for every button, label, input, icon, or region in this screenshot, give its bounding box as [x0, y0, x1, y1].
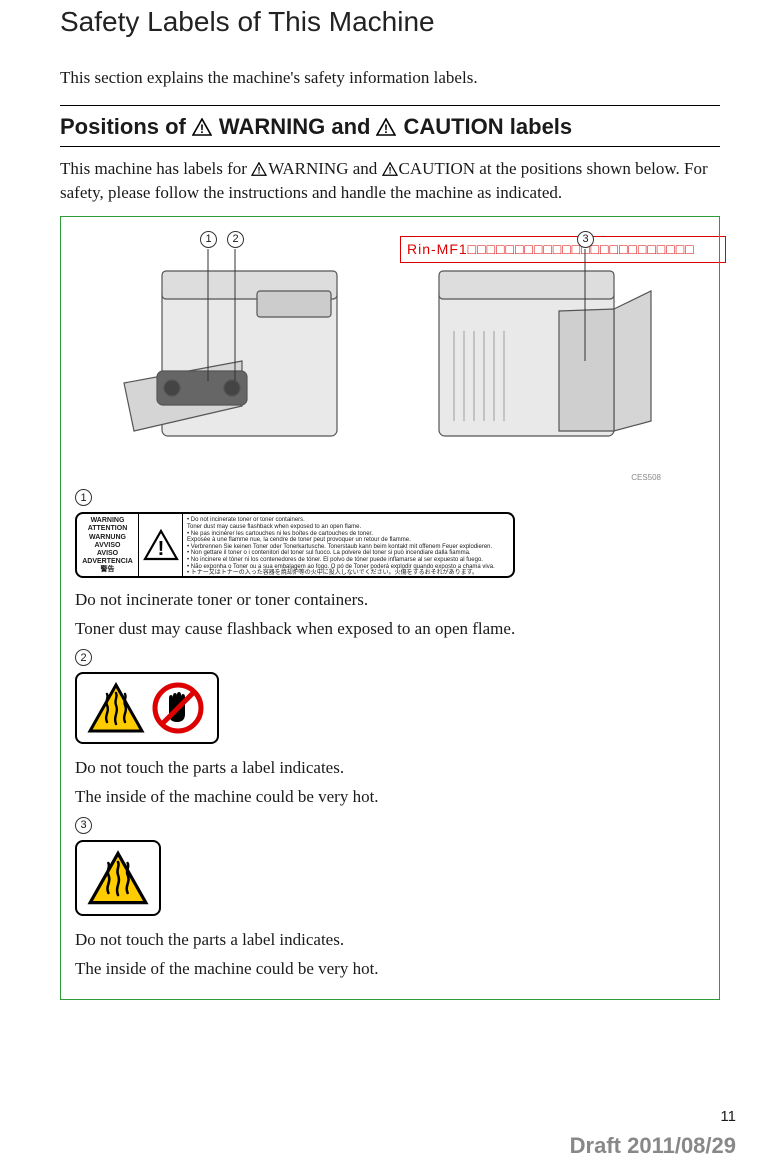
- label-3-text-a: Do not touch the parts a label indicates…: [75, 928, 701, 953]
- svg-text:!: !: [258, 165, 261, 175]
- callout-3: 3: [577, 231, 594, 248]
- label-3-text-b: The inside of the machine could be very …: [75, 957, 701, 982]
- green-content-frame: 1 2: [60, 216, 720, 1000]
- svg-text:!: !: [384, 122, 388, 136]
- figure-row: 1 2: [75, 231, 701, 471]
- figure-code: CES508: [75, 473, 661, 482]
- printer-front-icon: [102, 231, 377, 471]
- svg-text:!: !: [388, 165, 391, 175]
- label-1-text-b: Toner dust may cause flashback when expo…: [75, 617, 701, 642]
- warning-triangle-icon: !: [192, 118, 212, 136]
- label-2-number: 2: [75, 649, 92, 666]
- no-touch-icon: [149, 682, 207, 734]
- callout-1: 1: [200, 231, 217, 248]
- warning-sticker-1-text: • Do not incinerate toner or toner conta…: [183, 514, 513, 576]
- draft-stamp: Draft 2011/08/29: [570, 1133, 736, 1159]
- printer-rear-icon: [399, 231, 674, 471]
- section-body: This machine has labels for ! WARNING an…: [60, 157, 720, 206]
- printer-rear-figure: 3: [399, 231, 674, 471]
- page-title: Safety Labels of This Machine: [60, 6, 720, 38]
- section-heading-bar: Positions of ! WARNING and ! CAUTION lab…: [60, 105, 720, 147]
- warning-triangle-icon: !: [251, 162, 267, 176]
- warning-sticker-1: WARNING ATTENTION WARNUNG AVVISO AVISO A…: [75, 512, 515, 578]
- hot-surface-icon: [87, 682, 145, 734]
- label-2-text-b: The inside of the machine could be very …: [75, 785, 701, 810]
- section-heading: Positions of ! WARNING and ! CAUTION lab…: [60, 114, 720, 140]
- callout-2: 2: [227, 231, 244, 248]
- warning-sticker-3: [75, 840, 161, 916]
- warning-sticker-1-langs: WARNING ATTENTION WARNUNG AVVISO AVISO A…: [77, 514, 139, 576]
- warning-sticker-1-icon: !: [139, 514, 183, 576]
- body-part-2: WARNING and: [268, 159, 381, 178]
- body-part-1: This machine has labels for: [60, 159, 251, 178]
- label-1-text-a: Do not incinerate toner or toner contain…: [75, 588, 701, 613]
- label-3-number: 3: [75, 817, 92, 834]
- heading-part-3: CAUTION labels: [403, 114, 572, 140]
- label-2-block: 2 Do not touch the parts a label indicat…: [75, 648, 701, 810]
- label-2-text-a: Do not touch the parts a label indicates…: [75, 756, 701, 781]
- label-1-number: 1: [75, 489, 92, 506]
- heading-part-1: Positions of: [60, 114, 186, 140]
- intro-text: This section explains the machine's safe…: [60, 66, 720, 91]
- warning-sticker-2: [75, 672, 219, 744]
- caution-triangle-icon: !: [376, 118, 396, 136]
- svg-text:!: !: [200, 122, 204, 136]
- label-1-block: 1 WARNING ATTENTION WARNUNG AVVISO AVISO…: [75, 488, 701, 642]
- svg-text:!: !: [157, 538, 164, 560]
- page-number: 11: [720, 1108, 736, 1125]
- printer-front-figure: 1 2: [102, 231, 377, 471]
- heading-part-2: WARNING and: [219, 114, 371, 140]
- label-3-block: 3 Do not touch the parts a label indicat…: [75, 815, 701, 981]
- hot-surface-icon: [87, 850, 149, 906]
- caution-triangle-icon: !: [382, 162, 398, 176]
